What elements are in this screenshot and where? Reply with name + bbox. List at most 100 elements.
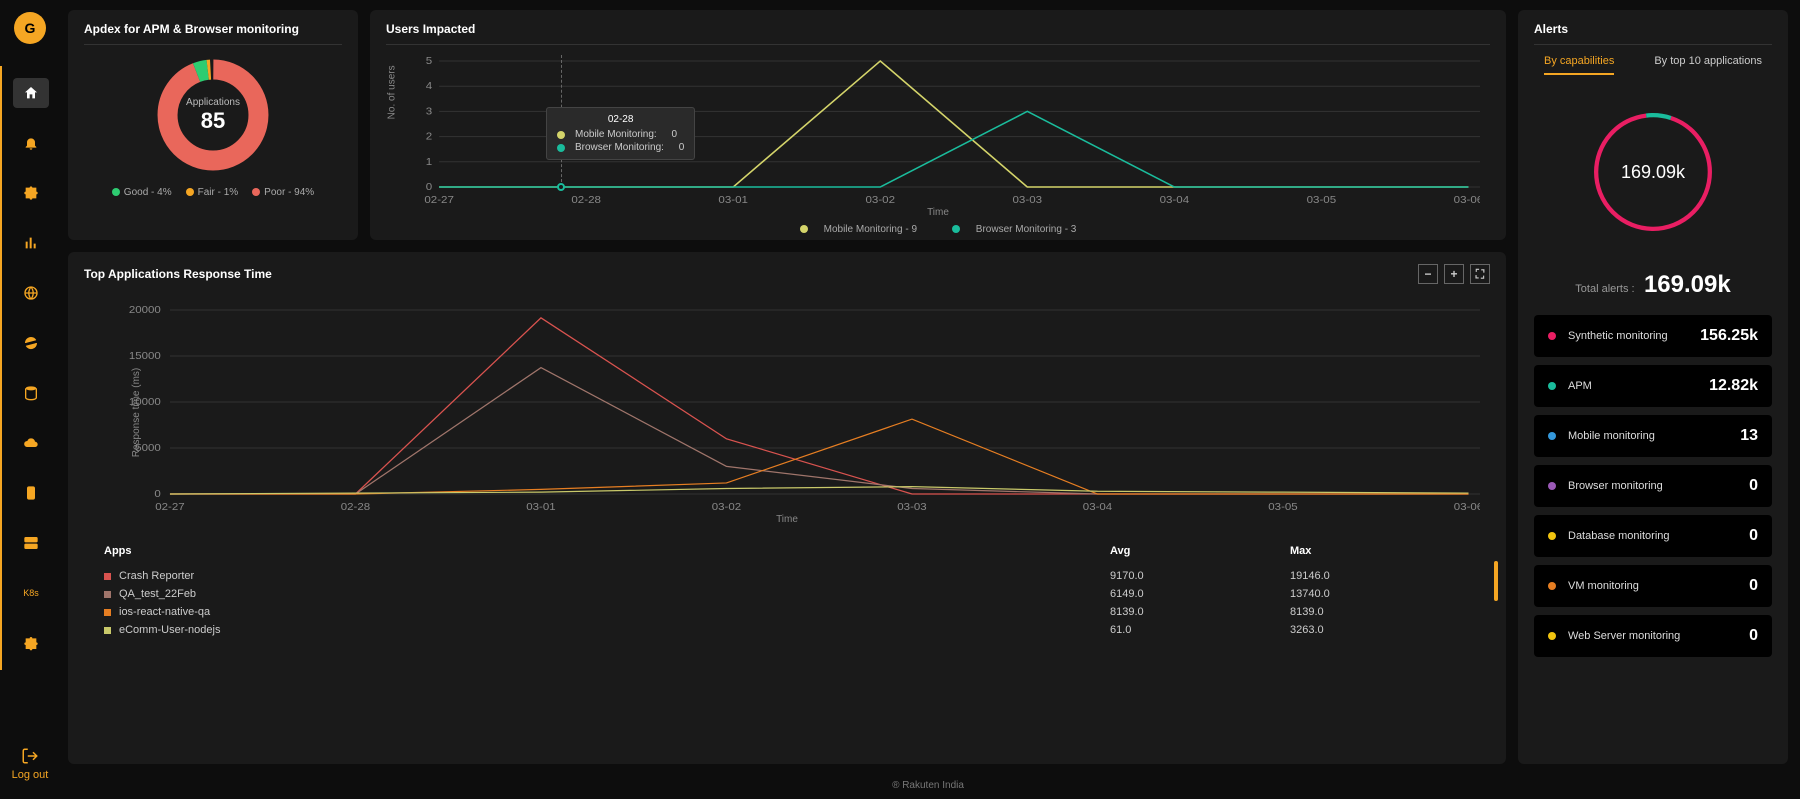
svg-text:03-06: 03-06 [1454, 502, 1480, 512]
nav-globe-icon[interactable] [13, 278, 49, 308]
users-x-label: Time [386, 207, 1490, 218]
svg-text:03-05: 03-05 [1307, 195, 1337, 205]
nav-k8s-icon[interactable]: K8s [13, 578, 49, 608]
col-apps: Apps [104, 545, 1110, 557]
table-row[interactable]: eComm-User-nodejs61.03263.0 [84, 621, 1490, 639]
tab-by-top-apps[interactable]: By top 10 applications [1654, 55, 1762, 75]
total-alerts-label: Total alerts : [1575, 283, 1634, 295]
resp-title: Top Applications Response Time [84, 267, 272, 281]
nav-server-icon[interactable] [13, 528, 49, 558]
svg-text:03-04: 03-04 [1083, 502, 1112, 512]
col-max: Max [1290, 545, 1470, 557]
fullscreen-button[interactable]: ⛶ [1470, 264, 1490, 284]
svg-text:03-03: 03-03 [897, 502, 926, 512]
svg-text:02-27: 02-27 [424, 195, 454, 205]
alerts-tabs: By capabilities By top 10 applications [1534, 55, 1772, 75]
logout-button[interactable]: Log out [12, 747, 49, 781]
nav-icons: K8s [0, 66, 60, 670]
apdex-center-label: Applications [186, 97, 240, 108]
users-legend: Mobile Monitoring - 9 Browser Monitoring… [386, 224, 1490, 235]
users-title: Users Impacted [386, 22, 1490, 45]
svg-text:02-27: 02-27 [155, 502, 184, 512]
alert-item[interactable]: Synthetic monitoring156.25k [1534, 315, 1772, 357]
alert-item[interactable]: Database monitoring0 [1534, 515, 1772, 557]
svg-text:02-28: 02-28 [571, 195, 601, 205]
svg-text:4: 4 [426, 81, 432, 92]
users-legend-browser: Browser Monitoring - 3 [976, 224, 1077, 235]
nav-database-icon[interactable] [13, 378, 49, 408]
apdex-legend-good: Good - 4% [124, 187, 172, 198]
chart-hover-point [557, 183, 565, 191]
svg-text:3: 3 [426, 106, 432, 117]
nav-chart-icon[interactable] [13, 228, 49, 258]
total-alerts: Total alerts : 169.09k [1534, 271, 1772, 299]
svg-text:0: 0 [154, 489, 160, 500]
alerts-title: Alerts [1534, 22, 1772, 45]
footer: ® Rakuten India [68, 776, 1788, 799]
resp-x-label: Time [84, 514, 1490, 525]
svg-text:15000: 15000 [129, 351, 161, 362]
alert-item[interactable]: VM monitoring0 [1534, 565, 1772, 607]
tooltip-date: 02-28 [557, 114, 684, 125]
resp-y-label: Response time (ms) [131, 368, 142, 457]
svg-text:03-06: 03-06 [1454, 195, 1480, 205]
apdex-legend: Good - 4% Fair - 1% Poor - 94% [84, 187, 342, 198]
tab-by-capabilities[interactable]: By capabilities [1544, 55, 1614, 75]
nav-refresh-icon[interactable] [13, 328, 49, 358]
svg-text:5: 5 [426, 56, 432, 67]
scroll-indicator[interactable] [1494, 561, 1498, 601]
table-row[interactable]: ios-react-native-qa8139.08139.0 [84, 603, 1490, 621]
avatar[interactable]: G [14, 12, 46, 44]
nav-mobile-icon[interactable] [13, 478, 49, 508]
resp-chart: Response time (ms) 050001000015000200000… [124, 302, 1480, 512]
chart-tooltip: 02-28 Mobile Monitoring: 0Browser Monito… [546, 107, 695, 160]
col-avg: Avg [1110, 545, 1290, 557]
alert-item[interactable]: APM12.82k [1534, 365, 1772, 407]
main-content: Apdex for APM & Browser monitoring Appli… [60, 0, 1800, 799]
table-row[interactable]: Crash Reporter9170.019146.0 [84, 567, 1490, 585]
svg-text:03-03: 03-03 [1013, 195, 1043, 205]
gauge-value: 169.09k [1578, 97, 1728, 247]
total-alerts-value: 169.09k [1644, 271, 1731, 298]
table-row[interactable]: QA_test_22Feb6149.013740.0 [84, 585, 1490, 603]
alert-item[interactable]: Browser monitoring0 [1534, 465, 1772, 507]
alerts-panel: Alerts By capabilities By top 10 applica… [1518, 10, 1788, 764]
svg-text:03-02: 03-02 [865, 195, 895, 205]
svg-text:02-28: 02-28 [341, 502, 370, 512]
apdex-center-value: 85 [201, 108, 225, 134]
collapse-button[interactable]: − [1418, 264, 1438, 284]
users-y-label: No. of users [387, 65, 398, 119]
nav-cloud-icon[interactable] [13, 428, 49, 458]
response-time-card: Top Applications Response Time − + ⛶ Res… [68, 252, 1506, 764]
apdex-legend-fair: Fair - 1% [198, 187, 239, 198]
svg-text:03-01: 03-01 [718, 195, 748, 205]
svg-text:03-05: 03-05 [1268, 502, 1297, 512]
nav-puzzle-icon[interactable] [13, 178, 49, 208]
svg-text:20000: 20000 [129, 305, 161, 316]
sidebar: G K8s Log out [0, 0, 60, 799]
nav-extension-icon[interactable] [13, 628, 49, 658]
users-impacted-card: Users Impacted No. of users 0 1 2 3 4 5 02-27 0… [370, 10, 1506, 240]
svg-text:2: 2 [426, 131, 432, 142]
svg-text:03-02: 03-02 [712, 502, 741, 512]
alerts-list: Synthetic monitoring156.25k APM12.82k Mobi… [1534, 315, 1772, 657]
alerts-gauge-chart: 169.09k [1578, 97, 1728, 247]
alert-item[interactable]: Mobile monitoring13 [1534, 415, 1772, 457]
users-legend-mobile: Mobile Monitoring - 9 [824, 224, 917, 235]
nav-bell-icon[interactable] [13, 128, 49, 158]
apdex-donut-chart: Applications 85 [153, 55, 273, 175]
apps-table: Apps Avg Max Crash Reporter9170.019146.0… [84, 541, 1490, 639]
svg-text:1: 1 [426, 156, 432, 167]
apdex-legend-poor: Poor - 94% [264, 187, 314, 198]
users-chart: No. of users 01234502-2702-2803-0103-020… [416, 55, 1480, 205]
svg-text:0: 0 [426, 182, 432, 193]
expand-button[interactable]: + [1444, 264, 1464, 284]
apps-table-head: Apps Avg Max [84, 541, 1490, 561]
nav-home-icon[interactable] [13, 78, 49, 108]
resp-controls: − + ⛶ [1418, 264, 1490, 284]
svg-text:03-01: 03-01 [526, 502, 555, 512]
svg-text:03-04: 03-04 [1160, 195, 1190, 205]
logout-label: Log out [12, 769, 49, 781]
apdex-card: Apdex for APM & Browser monitoring Appli… [68, 10, 358, 240]
alert-item[interactable]: Web Server monitoring0 [1534, 615, 1772, 657]
